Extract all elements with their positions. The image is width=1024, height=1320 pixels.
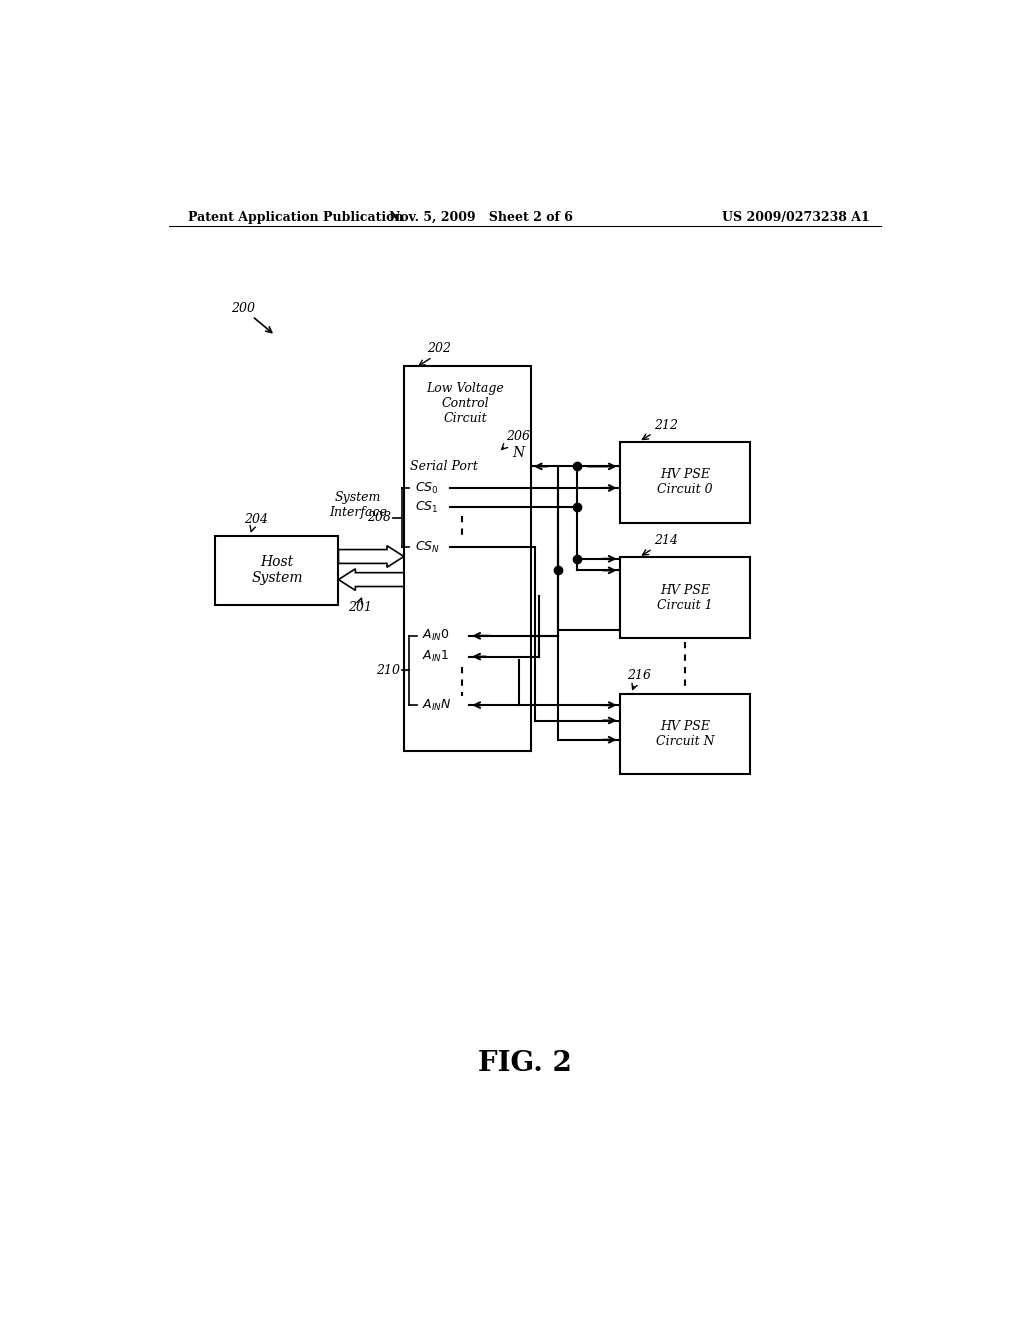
- Text: $CS_0$: $CS_0$: [416, 480, 439, 495]
- Bar: [620, 557, 751, 638]
- Text: HV PSE
Circuit 0: HV PSE Circuit 0: [657, 469, 713, 496]
- Text: $A_{IN}0$: $A_{IN}0$: [422, 628, 450, 643]
- Text: Low Voltage
Control
Circuit: Low Voltage Control Circuit: [427, 381, 505, 425]
- Text: US 2009/0273238 A1: US 2009/0273238 A1: [722, 211, 869, 224]
- Text: $CS_N$: $CS_N$: [416, 540, 440, 554]
- Text: System
Interface: System Interface: [329, 491, 387, 519]
- Text: 204: 204: [245, 513, 268, 527]
- Bar: [620, 442, 751, 523]
- Polygon shape: [339, 545, 403, 568]
- Text: 212: 212: [654, 418, 678, 432]
- Text: Serial Port: Serial Port: [410, 459, 478, 473]
- Text: 200: 200: [230, 302, 255, 315]
- Text: Patent Application Publication: Patent Application Publication: [188, 211, 403, 224]
- Text: 208: 208: [367, 511, 391, 524]
- Text: 214: 214: [654, 535, 678, 548]
- Text: Host
System: Host System: [251, 556, 303, 586]
- Text: 206: 206: [506, 430, 529, 444]
- Text: 210: 210: [376, 664, 400, 677]
- Text: Nov. 5, 2009   Sheet 2 of 6: Nov. 5, 2009 Sheet 2 of 6: [389, 211, 572, 224]
- Bar: [403, 367, 531, 751]
- Text: $CS_1$: $CS_1$: [416, 500, 439, 515]
- Text: FIG. 2: FIG. 2: [478, 1049, 571, 1077]
- Text: 202: 202: [427, 342, 451, 355]
- Text: $A_{IN}1$: $A_{IN}1$: [422, 649, 450, 664]
- Text: 216: 216: [628, 669, 651, 682]
- Text: $A_{IN}N$: $A_{IN}N$: [422, 697, 452, 713]
- Text: 201: 201: [348, 601, 373, 614]
- Bar: [215, 536, 339, 605]
- Text: N: N: [512, 446, 524, 461]
- Bar: [620, 693, 751, 775]
- Text: HV PSE
Circuit N: HV PSE Circuit N: [655, 719, 715, 748]
- Polygon shape: [339, 569, 403, 590]
- Text: HV PSE
Circuit 1: HV PSE Circuit 1: [657, 583, 713, 611]
